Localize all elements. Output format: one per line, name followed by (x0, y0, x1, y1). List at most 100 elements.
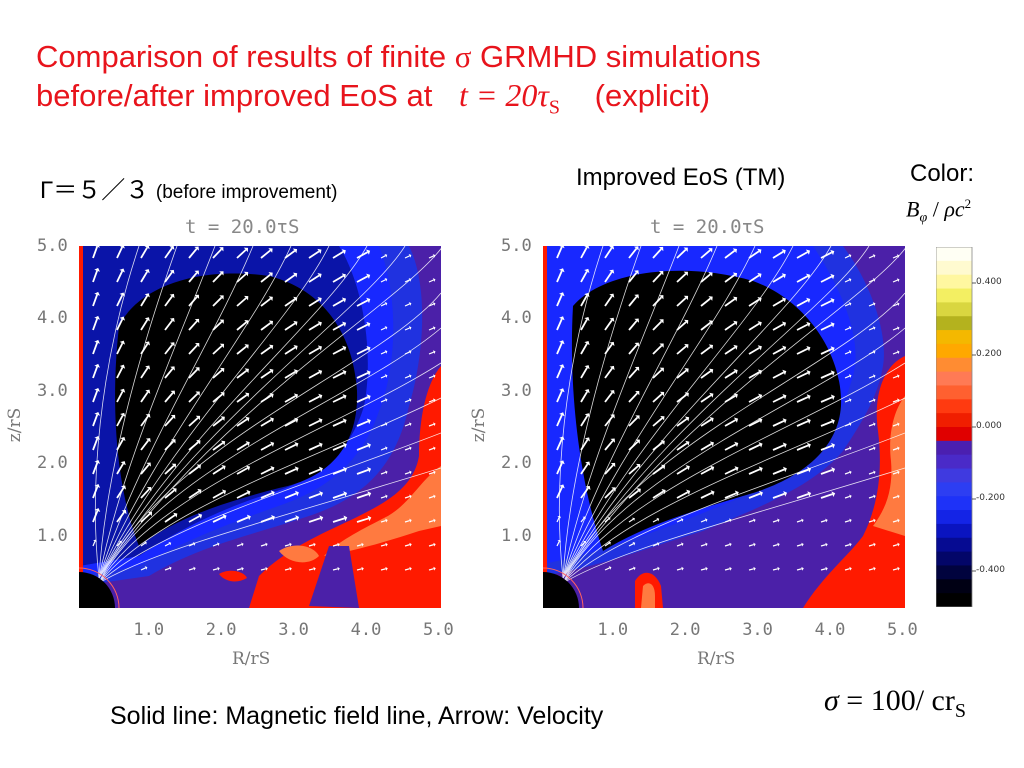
velocity-arrow (748, 347, 760, 355)
sigma-symbol: σ (454, 39, 472, 74)
velocity-arrow (628, 518, 634, 523)
right-plot-title: t = 20.0τS (650, 216, 765, 238)
velocity-arrow (188, 368, 199, 379)
velocity-arrowhead (559, 268, 565, 273)
velocity-arrowhead (806, 442, 811, 449)
velocity-arrow (404, 423, 410, 427)
velocity-arrow (92, 342, 98, 355)
velocity-arrowhead (170, 366, 175, 371)
velocity-arrowhead (145, 438, 151, 443)
velocity-arrowhead (432, 278, 436, 282)
velocity-arrowhead (219, 343, 225, 349)
color-label-title: Color: (910, 160, 975, 187)
velocity-arrow (236, 516, 249, 523)
velocity-arrowhead (168, 541, 172, 546)
velocity-arrow (260, 370, 272, 379)
velocity-arrowhead (753, 566, 756, 571)
velocity-arrow (116, 342, 124, 355)
velocity-arrowhead (825, 566, 828, 571)
velocity-arrowhead (171, 463, 176, 468)
velocity-arrowhead (708, 344, 714, 350)
velocity-arrowhead (661, 489, 666, 495)
colorbar-band (936, 413, 972, 428)
velocity-arrow (380, 447, 386, 451)
velocity-arrow (556, 246, 563, 259)
velocity-arrow (404, 327, 410, 331)
velocity-arrow (356, 568, 362, 571)
velocity-arrowhead (408, 254, 412, 258)
field-line (562, 246, 870, 579)
velocity-arrowhead (244, 368, 249, 374)
velocity-arrow (868, 471, 874, 475)
velocity-arrow (724, 492, 737, 499)
x-tick-label: 5.0 (887, 620, 918, 640)
velocity-arrowhead (848, 350, 852, 354)
velocity-arrow (748, 568, 754, 571)
velocity-arrowhead (120, 461, 126, 466)
velocity-arrowhead (384, 326, 388, 330)
velocity-arrowhead (897, 446, 900, 451)
velocity-arrowhead (849, 542, 852, 547)
velocity-arrowhead (782, 442, 787, 448)
velocity-arrowhead (733, 369, 738, 375)
velocity-arrowhead (872, 398, 876, 403)
velocity-arrowhead (708, 272, 713, 277)
colorbar-band (936, 343, 972, 359)
velocity-arrowhead (194, 270, 200, 275)
velocity-arrowhead (607, 541, 611, 545)
velocity-arrowhead (709, 392, 714, 398)
velocity-arrow (380, 568, 386, 571)
velocity-arrow (380, 423, 386, 427)
velocity-arrow (356, 396, 369, 403)
velocity-arrow (356, 544, 362, 547)
velocity-arrowhead (432, 374, 436, 379)
velocity-arrowhead (94, 459, 101, 464)
velocity-arrow (140, 391, 149, 403)
velocity-arrowhead (848, 302, 852, 306)
velocity-arrow (676, 519, 682, 523)
velocity-arrow (724, 468, 737, 475)
velocity-arrowhead (94, 387, 100, 392)
velocity-arrow (556, 366, 563, 379)
velocity-arrowhead (119, 364, 126, 369)
velocity-arrow (796, 396, 809, 403)
velocity-arrow (652, 393, 663, 403)
velocity-arrowhead (221, 440, 226, 446)
left-xlabel: R/rS (232, 649, 271, 669)
velocity-arrow (556, 342, 563, 355)
velocity-arrow (428, 519, 434, 523)
velocity-arrow (428, 423, 434, 427)
velocity-arrowhead (94, 508, 101, 512)
velocity-arrow (700, 321, 712, 331)
velocity-arrow (404, 495, 410, 499)
velocity-arrow (332, 468, 345, 475)
velocity-arrow (580, 247, 588, 259)
velocity-arrowhead (609, 317, 615, 322)
velocity-arrow (892, 423, 898, 427)
velocity-arrowhead (897, 422, 900, 427)
velocity-arrowhead (341, 273, 346, 279)
velocity-arrow (308, 298, 320, 307)
velocity-arrow (676, 568, 682, 571)
velocity-arrowhead (342, 345, 347, 352)
velocity-arrow (428, 447, 434, 451)
velocity-arrowhead (896, 326, 900, 331)
velocity-arrow (820, 299, 833, 307)
velocity-arrowhead (709, 368, 714, 374)
velocity-arrowhead (169, 246, 175, 250)
velocity-arrowhead (385, 542, 388, 547)
velocity-arrow (212, 491, 224, 499)
velocity-arrowhead (293, 272, 298, 278)
velocity-arrowhead (659, 367, 664, 372)
velocity-arrowhead (366, 273, 371, 279)
velocity-arrowhead (848, 254, 852, 258)
velocity-arrowhead (659, 319, 664, 324)
velocity-arrowhead (635, 391, 640, 396)
velocity-arrow (724, 274, 736, 283)
left-label-main: Γ＝５／３ (40, 177, 150, 204)
velocity-arrowhead (145, 365, 151, 370)
velocity-arrowhead (733, 320, 738, 326)
velocity-arrowhead (433, 518, 436, 523)
color-label-numerator-sub: φ (919, 210, 928, 226)
velocity-arrow (404, 351, 410, 355)
